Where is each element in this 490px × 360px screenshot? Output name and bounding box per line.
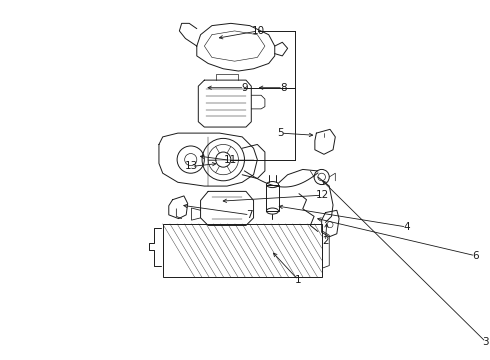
Text: 1: 1 xyxy=(295,275,301,285)
Text: 6: 6 xyxy=(472,251,479,261)
Text: 11: 11 xyxy=(223,156,237,165)
Text: 12: 12 xyxy=(316,190,329,200)
Text: 4: 4 xyxy=(403,222,410,232)
Text: 13: 13 xyxy=(185,161,198,171)
Text: 7: 7 xyxy=(246,210,253,220)
Text: 10: 10 xyxy=(251,26,265,36)
Text: 2: 2 xyxy=(322,236,329,246)
Text: 5: 5 xyxy=(277,128,284,138)
Text: 8: 8 xyxy=(280,83,286,93)
Text: 3: 3 xyxy=(483,337,489,347)
Text: 9: 9 xyxy=(241,83,248,93)
Bar xyxy=(163,224,321,277)
Bar xyxy=(267,185,278,211)
